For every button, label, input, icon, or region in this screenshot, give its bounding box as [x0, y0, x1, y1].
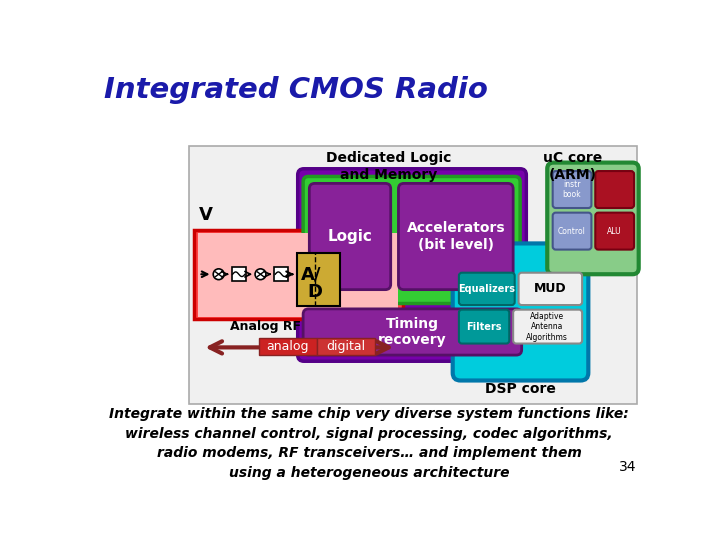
FancyBboxPatch shape: [547, 163, 639, 274]
Text: Adaptive
Antenna
Algorithms: Adaptive Antenna Algorithms: [526, 312, 568, 341]
Text: Filters: Filters: [466, 322, 501, 332]
Text: Logic: Logic: [327, 229, 372, 244]
Text: DSP core: DSP core: [485, 382, 556, 396]
Text: instr
book: instr book: [563, 180, 581, 199]
Text: Dedicated Logic
and Memory: Dedicated Logic and Memory: [325, 151, 451, 183]
Text: uC core
(ARM): uC core (ARM): [543, 151, 603, 183]
FancyBboxPatch shape: [553, 171, 591, 208]
FancyBboxPatch shape: [303, 177, 520, 303]
Text: A/: A/: [301, 265, 321, 284]
FancyBboxPatch shape: [459, 309, 509, 343]
Text: digital: digital: [326, 340, 365, 353]
Circle shape: [255, 269, 266, 280]
Text: MUD: MUD: [534, 282, 567, 295]
Text: Accelerators
(bit level): Accelerators (bit level): [407, 221, 505, 252]
Text: Integrate within the same chip very diverse system functions like:
wireless chan: Integrate within the same chip very dive…: [109, 408, 629, 480]
Bar: [232, 267, 246, 281]
Bar: [194, 231, 403, 319]
Bar: [317, 338, 375, 355]
FancyBboxPatch shape: [297, 168, 526, 361]
Bar: [259, 338, 317, 355]
FancyBboxPatch shape: [303, 309, 522, 355]
Bar: [297, 253, 340, 306]
Text: Timing
recovery: Timing recovery: [378, 317, 446, 347]
Bar: [274, 267, 289, 281]
FancyBboxPatch shape: [595, 171, 634, 208]
Text: D: D: [307, 283, 322, 301]
Text: Equalizers: Equalizers: [459, 284, 516, 294]
Text: Integrated CMOS Radio: Integrated CMOS Radio: [104, 76, 488, 104]
Bar: [189, 146, 637, 403]
FancyBboxPatch shape: [513, 309, 582, 343]
FancyBboxPatch shape: [459, 273, 515, 305]
Text: analog: analog: [266, 340, 309, 353]
Circle shape: [213, 269, 224, 280]
FancyBboxPatch shape: [310, 184, 391, 289]
Text: Control: Control: [558, 227, 586, 235]
Text: Analog RF: Analog RF: [230, 320, 300, 333]
FancyBboxPatch shape: [398, 184, 513, 289]
FancyBboxPatch shape: [453, 244, 588, 381]
Text: ALU: ALU: [608, 227, 622, 235]
FancyBboxPatch shape: [595, 213, 634, 249]
Text: V: V: [199, 206, 212, 224]
Bar: [198, 233, 397, 316]
FancyBboxPatch shape: [518, 273, 582, 305]
Text: 34: 34: [619, 461, 636, 475]
FancyBboxPatch shape: [553, 213, 591, 249]
